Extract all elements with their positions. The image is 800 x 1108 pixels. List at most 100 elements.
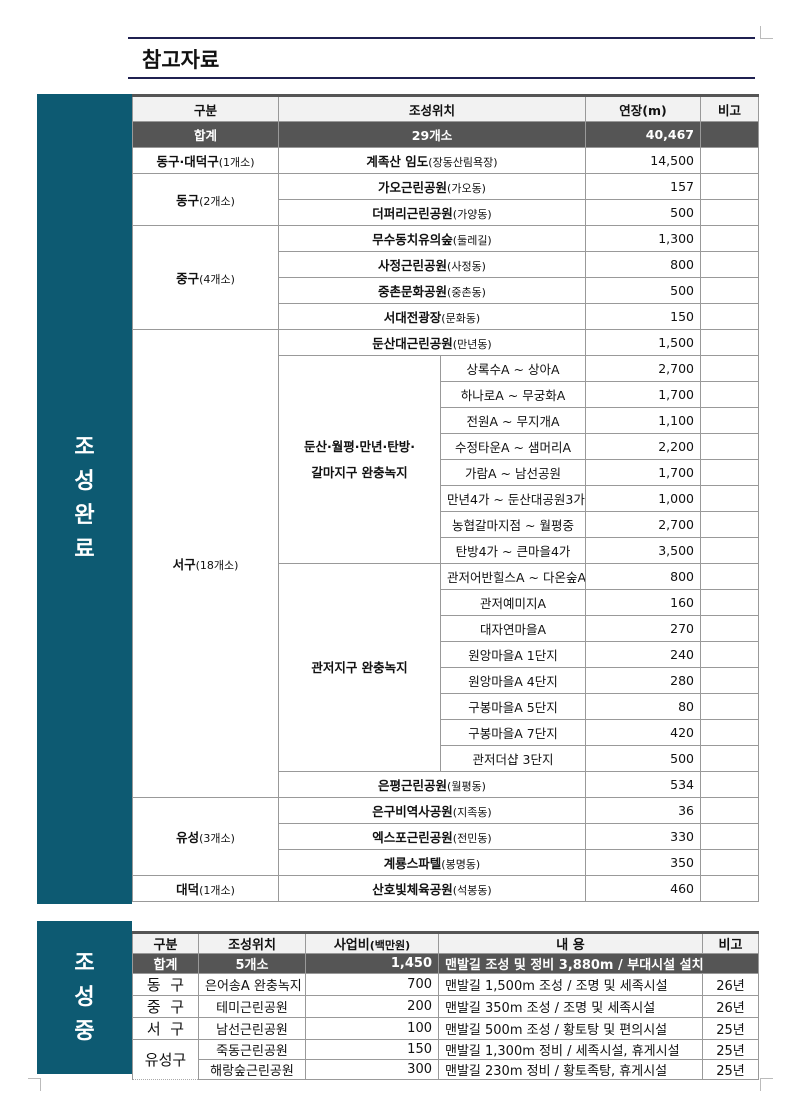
- district-count: (1개소): [218, 156, 255, 169]
- sub-location: 하나로A ~ 무궁화A: [439, 381, 587, 408]
- banner-char: 성: [74, 984, 95, 1010]
- note-cell: [700, 355, 760, 382]
- district-cell: 중구(4개소): [132, 225, 279, 330]
- note-cell: [700, 693, 760, 720]
- length-cell: 1,000: [585, 485, 702, 512]
- location-cell: 계룡스파텔(봉명동): [277, 849, 587, 876]
- length-cell: 500: [585, 745, 702, 772]
- location-dong: (월평동): [447, 780, 486, 793]
- length-cell: 350: [585, 849, 702, 876]
- content-cell: 맨발길 230m 정비 / 황토족탕, 휴게시설: [438, 1059, 703, 1080]
- length-cell: 160: [585, 589, 702, 616]
- district-count: (1개소): [199, 884, 235, 897]
- total-count: 29개소: [277, 121, 587, 148]
- total-note: [700, 121, 760, 148]
- note-cell: [700, 459, 760, 486]
- district-cell: 서 구: [132, 1017, 199, 1040]
- length-cell: 800: [585, 563, 702, 590]
- total-cost: 1,450: [305, 953, 439, 974]
- total-count: 5개소: [198, 953, 306, 974]
- length-cell: 800: [585, 251, 702, 278]
- note-cell: 25년: [702, 1017, 759, 1040]
- location-cell: 해랑숲근린공원: [198, 1059, 306, 1080]
- banner-char: 성: [74, 469, 95, 494]
- location-name: 사정근린공원: [378, 258, 448, 273]
- table-row: 만년4가 ~ 둔산대공원3가 1,000: [133, 485, 760, 512]
- area-line: 갈마지구 완충녹지: [311, 464, 408, 480]
- location-dong: (문화동): [441, 312, 481, 325]
- note-cell: [700, 849, 760, 876]
- table-row: 수정타운A ~ 샘머리A 2,200: [133, 433, 760, 460]
- sub-location: 원앙마을A 1단지: [439, 641, 587, 668]
- corner-mark: [760, 26, 773, 39]
- note-cell: [700, 823, 760, 850]
- total-label: 합계: [132, 953, 199, 974]
- note-cell: [700, 615, 760, 642]
- note-cell: [700, 407, 760, 434]
- header-location: 조성위치: [198, 931, 306, 954]
- header-note: 비고: [702, 931, 759, 954]
- length-cell: 270: [585, 615, 702, 642]
- location-cell: 은구비역사공원(지족동): [277, 797, 587, 824]
- table-row: 관저예미지A 160: [133, 589, 760, 616]
- in-progress-table: 구분 조성위치 사업비(백만원) 내 용 비고 합계 5개소 1,450 맨발길 조성 및 정비…: [132, 931, 759, 1080]
- cost-cell: 150: [305, 1039, 439, 1060]
- length-cell: 80: [585, 693, 702, 720]
- note-cell: [700, 563, 760, 590]
- length-cell: 14,500: [585, 147, 702, 174]
- total-content: 맨발길 조성 및 정비 3,880m / 부대시설 설치: [438, 953, 759, 974]
- location-dong: (장동산림욕장): [428, 156, 498, 169]
- note-cell: 26년: [702, 995, 759, 1018]
- table-row: 서 구 남선근린공원 100 맨발길 500m 조성 / 황토탕 및 편의시설 25년: [132, 1017, 759, 1040]
- length-cell: 330: [585, 823, 702, 850]
- table-row: 사정근린공원(사정동) 800: [133, 251, 760, 278]
- note-cell: [700, 199, 760, 226]
- location-cell: 무수동치유의숲(둘레길): [277, 225, 587, 252]
- table-row: 중촌문화공원(중촌동) 500: [133, 277, 760, 304]
- location-dong: (가오동): [447, 182, 486, 195]
- table-row: 가람A ~ 남선공원 1,700: [133, 459, 760, 486]
- length-cell: 240: [585, 641, 702, 668]
- length-cell: 3,500: [585, 537, 702, 564]
- note-cell: [700, 303, 760, 330]
- location-name: 은평근린공원: [378, 778, 448, 793]
- district-count: (3개소): [199, 832, 235, 845]
- total-length: 40,467: [585, 121, 702, 148]
- note-cell: [700, 875, 760, 902]
- table-row: 해랑숲근린공원 300 맨발길 230m 정비 / 황토족탕, 휴게시설 25년: [133, 1059, 759, 1080]
- page-title: 참고자료: [142, 48, 220, 72]
- location-cell: 더퍼리근린공원(가양동): [277, 199, 587, 226]
- table-row: 대덕(1개소) 산호빛체육공원(석봉동) 460: [132, 875, 760, 902]
- corner-mark: [760, 1078, 773, 1091]
- banner-char: 조: [74, 950, 95, 976]
- district-cell: 서구(18개소): [132, 329, 279, 798]
- table-row: 농협갈마지점 ~ 월평중 2,700: [133, 511, 760, 538]
- sub-location: 관저예미지A: [439, 589, 587, 616]
- location-name: 무수동치유의숲: [372, 232, 453, 247]
- note-cell: 26년: [702, 973, 759, 996]
- title-rule-bottom: [128, 77, 755, 79]
- table-row: 원앙마을A 1단지 240: [133, 641, 760, 668]
- location-name: 중촌문화공원: [378, 284, 448, 299]
- district-cell: 유성(3개소): [132, 797, 279, 876]
- banner-char: 완: [74, 503, 95, 528]
- total-row: 합계 5개소 1,450 맨발길 조성 및 정비 3,880m / 부대시설 설치: [132, 953, 759, 974]
- note-cell: [700, 641, 760, 668]
- district-count: (2개소): [199, 195, 235, 208]
- table-row: 은평근린공원(월평동) 534: [133, 771, 760, 798]
- note-cell: [700, 667, 760, 694]
- note-cell: 25년: [702, 1059, 759, 1080]
- sub-location: 농협갈마지점 ~ 월평중: [439, 511, 587, 538]
- length-cell: 2,200: [585, 433, 702, 460]
- sub-location: 만년4가 ~ 둔산대공원3가: [439, 485, 587, 512]
- content-cell: 맨발길 500m 조성 / 황토탕 및 편의시설: [438, 1017, 703, 1040]
- location-cell: 테미근린공원: [198, 995, 306, 1018]
- district-cell: 동 구: [132, 973, 199, 996]
- location-cell: 은어송A 완충녹지: [198, 973, 306, 996]
- note-cell: [700, 147, 760, 174]
- location-cell: 가오근린공원(가오동): [277, 173, 587, 200]
- content-cell: 맨발길 350m 조성 / 조명 및 세족시설: [438, 995, 703, 1018]
- table-row: 동구·대덕구(1개소) 계족산 임도(장동산림욕장) 14,500: [132, 147, 760, 174]
- header-location: 조성위치: [277, 94, 587, 122]
